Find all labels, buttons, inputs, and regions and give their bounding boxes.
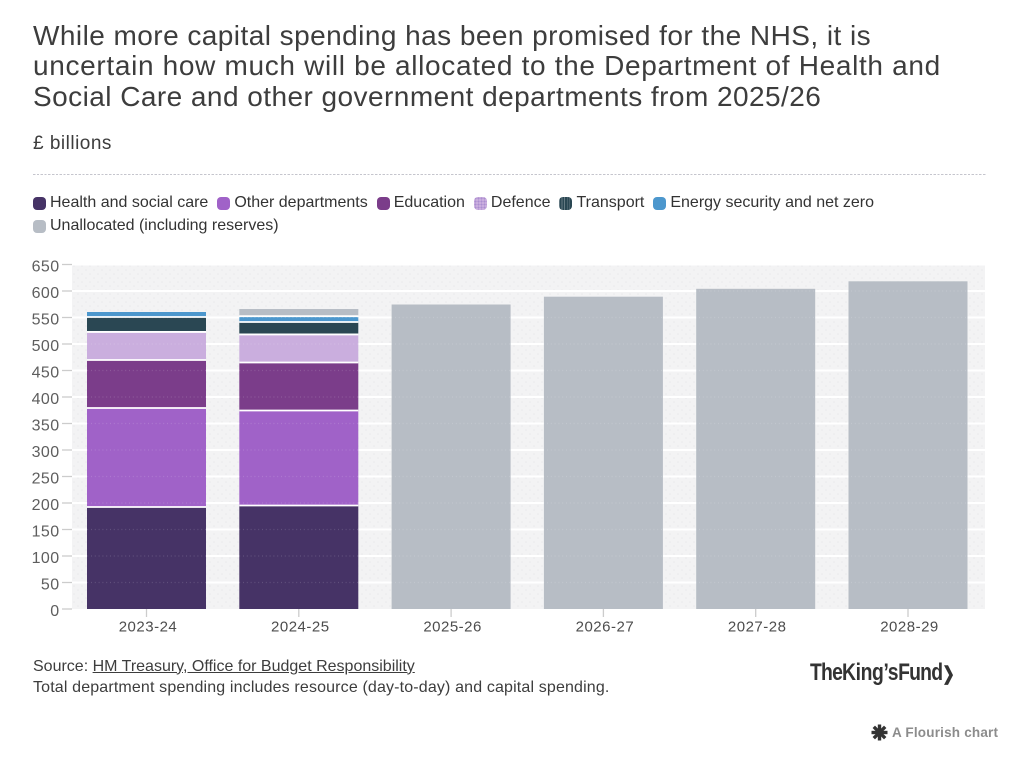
svg-text:350: 350 bbox=[32, 418, 60, 435]
svg-text:2025-26: 2025-26 bbox=[423, 619, 482, 636]
svg-text:650: 650 bbox=[32, 259, 60, 276]
svg-text:2023-24: 2023-24 bbox=[119, 619, 178, 636]
svg-text:250: 250 bbox=[32, 471, 60, 488]
svg-text:550: 550 bbox=[32, 312, 60, 329]
svg-text:50: 50 bbox=[41, 577, 60, 594]
svg-text:500: 500 bbox=[32, 338, 60, 355]
svg-text:150: 150 bbox=[32, 524, 60, 541]
svg-text:300: 300 bbox=[32, 444, 60, 461]
svg-text:600: 600 bbox=[32, 285, 60, 302]
svg-text:2024-25: 2024-25 bbox=[271, 619, 330, 636]
svg-text:400: 400 bbox=[32, 391, 60, 408]
svg-text:100: 100 bbox=[32, 550, 60, 567]
svg-text:2027-28: 2027-28 bbox=[728, 619, 787, 636]
svg-text:200: 200 bbox=[32, 497, 60, 514]
svg-text:450: 450 bbox=[32, 365, 60, 382]
svg-text:2028-29: 2028-29 bbox=[880, 619, 939, 636]
svg-text:2026-27: 2026-27 bbox=[576, 619, 635, 636]
svg-text:0: 0 bbox=[50, 603, 59, 620]
